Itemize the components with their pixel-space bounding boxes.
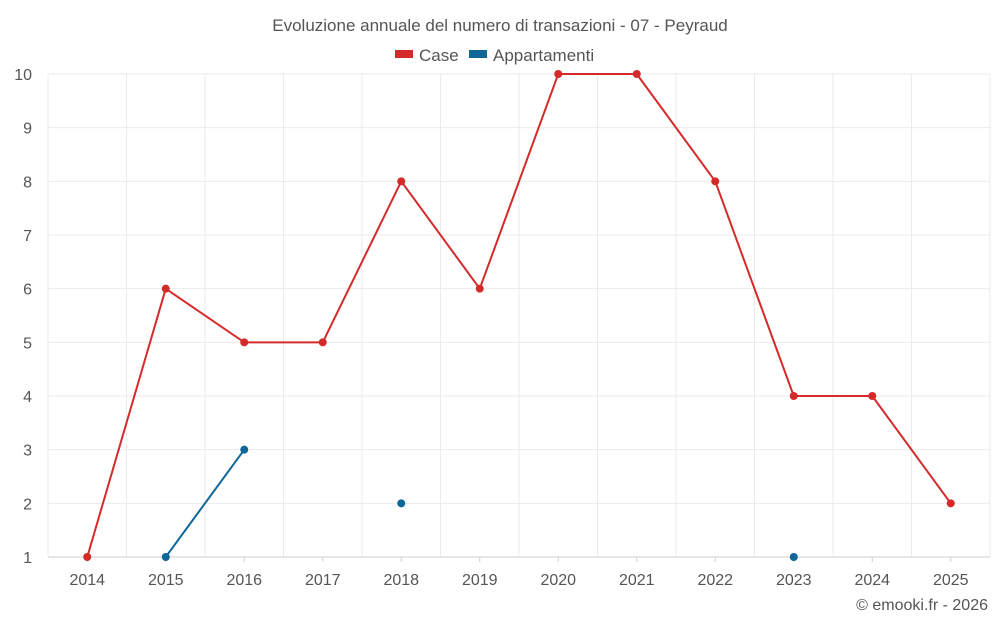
y-tick-label: 6 (23, 282, 32, 299)
data-point-case[interactable] (83, 553, 92, 561)
grid (47, 73, 991, 558)
chart-title: Evoluzione annuale del numero di transaz… (272, 16, 728, 35)
x-tick-label: 2020 (540, 572, 576, 589)
series-case (83, 70, 955, 561)
x-tick-label: 2016 (226, 572, 262, 589)
data-point-case[interactable] (475, 284, 484, 293)
legend-swatch-appartamenti (469, 50, 487, 58)
y-tick-label: 3 (23, 443, 32, 460)
legend-label-appartamenti[interactable]: Appartamenti (493, 46, 594, 65)
data-point-case[interactable] (868, 392, 877, 400)
y-tick-label: 10 (14, 67, 32, 84)
x-tick-label: 2017 (305, 572, 341, 589)
x-axis: 2014 2015 2016 2017 2018 2019 2020 2021 2022 2023… (48, 556, 990, 589)
data-point-case[interactable] (240, 338, 249, 347)
x-tick-label: 2015 (148, 572, 184, 589)
legend-label-case[interactable]: Case (419, 46, 459, 65)
data-point-appartamenti[interactable] (789, 553, 798, 561)
x-tick-label: 2025 (933, 572, 969, 589)
data-point-case[interactable] (632, 70, 641, 78)
data-point-appartamenti[interactable] (397, 499, 406, 508)
series-appartamenti (161, 445, 798, 561)
data-point-case[interactable] (397, 177, 406, 186)
y-tick-label: 9 (23, 121, 32, 138)
y-tick-label: 5 (23, 335, 32, 352)
data-point-case[interactable] (946, 499, 955, 508)
data-point-case[interactable] (711, 177, 720, 186)
x-tick-label: 2021 (619, 572, 655, 589)
y-tick-label: 7 (23, 228, 32, 245)
x-tick-label: 2014 (69, 572, 105, 589)
x-tick-label: 2018 (383, 572, 419, 589)
data-point-case[interactable] (789, 392, 798, 400)
x-tick-label: 2024 (854, 572, 890, 589)
data-point-case[interactable] (318, 338, 327, 347)
legend-swatch-case (395, 50, 413, 58)
data-point-appartamenti[interactable] (240, 445, 249, 454)
y-axis: 1 2 3 4 5 6 7 8 9 10 (14, 67, 32, 567)
series-line-case (86, 73, 952, 558)
x-tick-label: 2019 (462, 572, 498, 589)
y-tick-label: 1 (23, 550, 32, 567)
y-tick-label: 2 (23, 496, 32, 513)
series-line-appartamenti (164, 449, 246, 558)
credit-text: © emooki.fr - 2026 (856, 597, 988, 614)
x-tick-label: 2022 (697, 572, 733, 589)
series-layer (83, 70, 955, 561)
legend: Case Appartamenti (395, 46, 594, 65)
data-point-case[interactable] (161, 284, 170, 293)
y-tick-label: 4 (23, 389, 32, 406)
y-tick-label: 8 (23, 174, 32, 191)
data-point-appartamenti[interactable] (161, 553, 170, 561)
x-tick-label: 2023 (776, 572, 812, 589)
data-point-case[interactable] (554, 70, 563, 78)
